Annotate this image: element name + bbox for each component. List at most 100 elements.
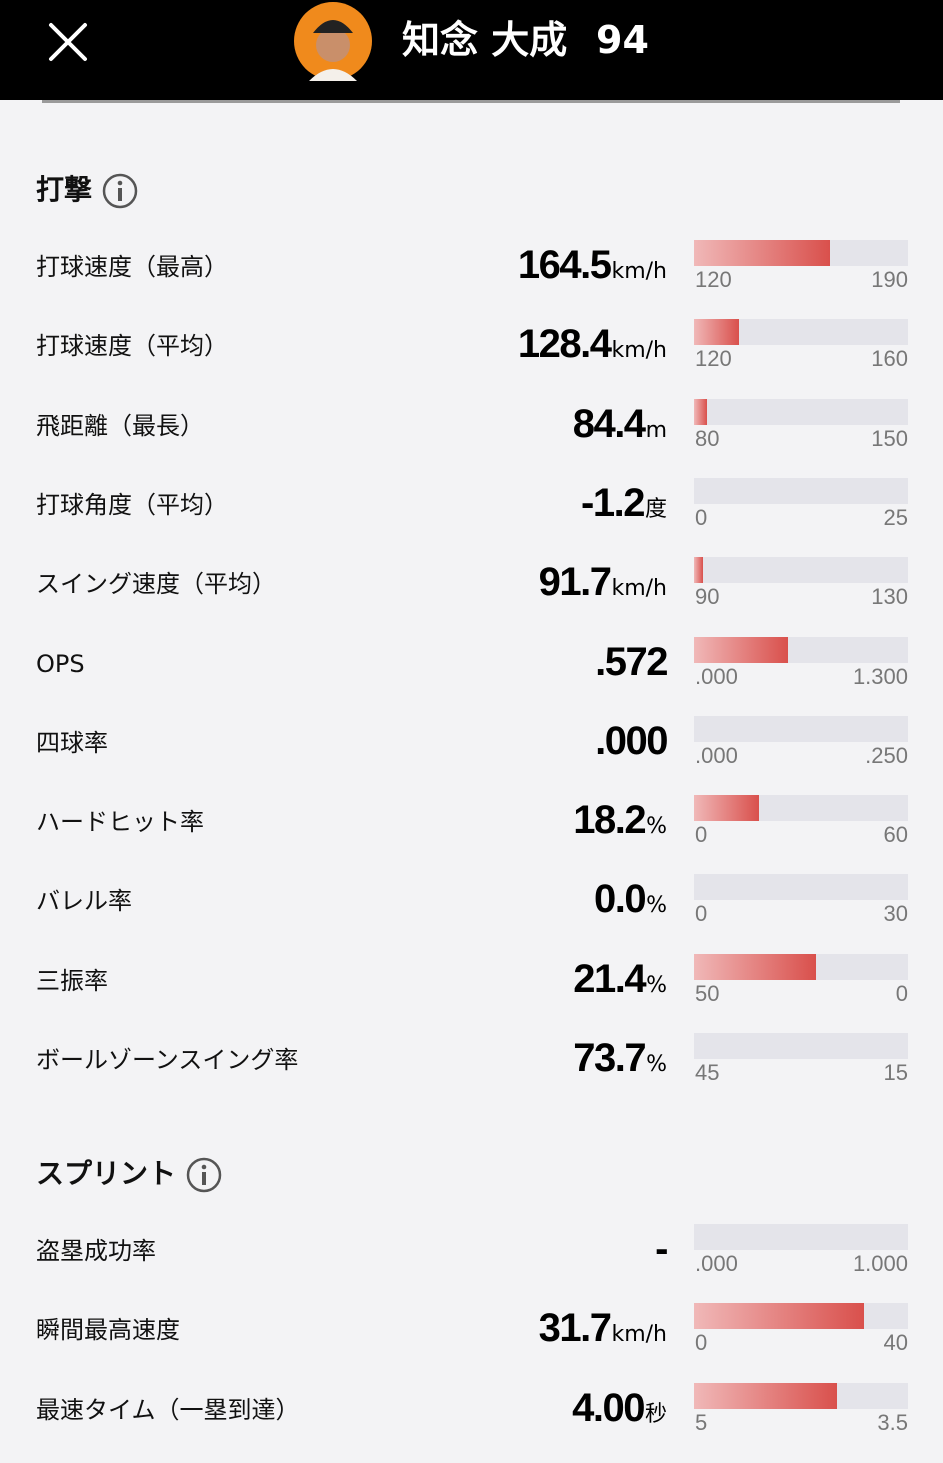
bar-track	[694, 240, 908, 266]
value-unit: km/h	[611, 576, 667, 602]
bar-fill	[694, 953, 817, 980]
scale-min: 50	[695, 980, 720, 1006]
value-unit: km/h	[611, 259, 667, 284]
scale-max: 30	[883, 901, 908, 927]
row-label: 最速タイム（一塁到達）	[36, 1395, 300, 1424]
scale-max: 190	[871, 267, 908, 292]
value-number: -	[655, 1227, 668, 1271]
info-icon[interactable]	[186, 1157, 222, 1193]
scale-min: 0	[695, 504, 708, 530]
scale-min: 45	[695, 1060, 720, 1085]
bar-track	[694, 1224, 908, 1250]
value-number: 164.5	[517, 243, 612, 287]
bar-fill	[694, 795, 759, 822]
stat-value: 164.5km/h	[518, 243, 667, 295]
bar-track	[694, 1033, 908, 1059]
scale-max: 0	[895, 980, 908, 1006]
value-number: 18.2	[573, 798, 646, 843]
bar-track	[694, 477, 908, 504]
value-number: 4.00	[572, 1385, 645, 1430]
value-unit: 度	[644, 496, 667, 522]
stat-value: 4.00秒	[572, 1386, 667, 1438]
scale-min: 5	[695, 1409, 708, 1435]
value-number: 91.7	[538, 560, 612, 605]
scale-min: 0	[695, 901, 708, 927]
section-title: スプリント	[36, 1157, 177, 1190]
scale-min: 120	[695, 346, 732, 372]
value-number: 21.4	[573, 956, 646, 1001]
value-unit: %	[646, 814, 667, 840]
scale-min: 80	[695, 425, 720, 451]
row-label: 打球速度（平均）	[36, 332, 228, 361]
scale-min: 120	[695, 267, 732, 292]
value-number: .000	[595, 718, 668, 763]
scale-max: 60	[883, 822, 908, 848]
row-label: 飛距離（最長）	[36, 411, 204, 440]
row-label: 打球速度（最高）	[36, 253, 228, 281]
scale-max: 130	[871, 584, 908, 610]
scale-max: 160	[871, 346, 908, 372]
bar-fill	[694, 1382, 837, 1409]
value-number: 31.7	[538, 1306, 612, 1351]
scale-min: 0	[695, 1330, 708, 1356]
divider	[42, 100, 900, 103]
scale-max: 1.300	[852, 663, 908, 689]
top-bar: 知念 大成 94	[0, 0, 943, 100]
close-button[interactable]	[48, 22, 88, 62]
bar-track	[694, 953, 908, 980]
scale-min: 90	[695, 584, 720, 610]
row-label: 盗塁成功率	[36, 1237, 156, 1265]
value-number: -1.2	[581, 480, 645, 525]
scale-min: .000	[695, 663, 738, 689]
section-title: 打撃	[36, 173, 93, 206]
row-label: 瞬間最高速度	[36, 1316, 180, 1345]
scale-max: 150	[871, 425, 908, 451]
value-unit: %	[646, 1052, 667, 1077]
row-label: 四球率	[36, 728, 108, 757]
row-label: OPS	[36, 649, 85, 678]
bar-track	[694, 319, 908, 346]
player-number: 94	[596, 18, 649, 62]
value-unit: km/h	[611, 338, 667, 364]
value-unit: m	[645, 417, 667, 443]
scale-max: 1.000	[852, 1251, 908, 1276]
row-label: ボールゾーンスイング率	[36, 1046, 299, 1074]
bar-track	[694, 398, 908, 425]
bar-track	[694, 715, 908, 742]
value-unit: 秒	[644, 1401, 667, 1427]
stat-value: .000	[595, 718, 668, 771]
bar-fill	[694, 319, 739, 346]
bar-fill	[694, 636, 789, 663]
stat-value: -1.2度	[581, 481, 667, 533]
stat-value: 128.4km/h	[518, 322, 667, 374]
stat-value: -	[655, 1227, 668, 1279]
bar-track	[694, 795, 908, 822]
scale-max: 15	[883, 1060, 908, 1085]
scale-min: 0	[695, 822, 708, 848]
row-label: 打球角度（平均）	[36, 490, 228, 519]
scale-min: .000	[695, 1251, 738, 1276]
row-label: 三振率	[36, 966, 108, 995]
stat-value: 31.7km/h	[539, 1306, 667, 1358]
stat-value: 18.2%	[573, 798, 667, 850]
scale-max: 40	[883, 1330, 908, 1356]
row-label: スイング速度（平均）	[36, 570, 276, 599]
row-label: ハードヒット率	[36, 808, 204, 837]
value-number: 84.4	[572, 401, 646, 446]
bar-fill	[694, 557, 704, 584]
row-label: バレル率	[36, 887, 132, 916]
stat-value: .572	[595, 640, 668, 692]
info-icon[interactable]	[102, 173, 138, 209]
stat-value: 73.7%	[573, 1036, 667, 1088]
bar-track	[694, 636, 908, 663]
value-number: 73.7	[573, 1036, 646, 1080]
bar-track	[694, 874, 908, 901]
value-unit: km/h	[611, 1322, 667, 1348]
stat-value: 91.7km/h	[539, 560, 667, 612]
value-unit: %	[646, 893, 667, 919]
value-unit: %	[646, 972, 667, 998]
scale-max: 3.5	[877, 1409, 908, 1435]
value-number: 0.0	[593, 877, 647, 922]
player-name: 知念 大成	[402, 18, 568, 62]
